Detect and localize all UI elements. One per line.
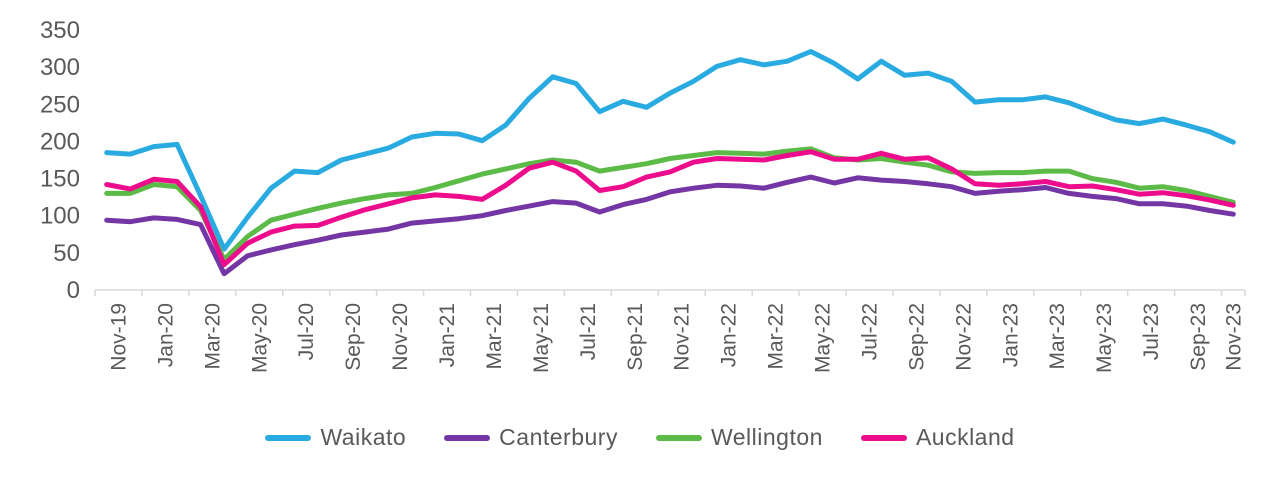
legend-swatch-wellington	[655, 434, 702, 441]
y-axis-tick-label: 0	[67, 277, 80, 304]
x-axis-tick-label: Nov-20	[389, 303, 412, 371]
legend-item-auckland: Auckland	[860, 424, 1015, 451]
x-axis-tick-label: Jan-21	[436, 303, 459, 367]
y-axis-tick-label: 150	[40, 166, 80, 193]
x-axis-tick-label: May-22	[812, 303, 835, 373]
legend-item-wellington: Wellington	[655, 424, 823, 451]
y-axis-tick-label: 250	[40, 91, 80, 118]
x-axis-tick-label: Nov-21	[671, 303, 694, 371]
chart-legend: Waikato Canterbury Wellington Auckland	[0, 424, 1280, 451]
legend-swatch-canterbury	[444, 434, 491, 441]
series-line-auckland	[104, 149, 1236, 268]
legend-item-canterbury: Canterbury	[444, 424, 618, 451]
x-axis-tick-label: Sep-21	[624, 303, 647, 371]
series-line-waikato	[104, 49, 1236, 252]
x-axis-tick-label: Sep-23	[1187, 303, 1210, 371]
x-axis-tick-label: Mar-20	[201, 303, 224, 370]
legend-label: Wellington	[710, 424, 823, 450]
x-axis-tick-label: Mar-23	[1046, 303, 1069, 370]
legend-item-waikato: Waikato	[265, 424, 406, 451]
x-axis-tick-label: Mar-21	[483, 303, 506, 370]
x-axis-tick-label: May-23	[1093, 303, 1116, 373]
x-axis-tick-label: Jul-20	[295, 303, 318, 360]
y-axis-tick-label: 350	[40, 17, 80, 44]
legend-label: Auckland	[915, 424, 1015, 450]
x-axis-tick-label: Sep-22	[905, 303, 928, 371]
series-line-wellington	[104, 146, 1236, 262]
legend-label: Waikato	[320, 424, 407, 450]
y-axis-tick-label: 300	[40, 54, 80, 81]
x-axis-tick-label: May-21	[530, 303, 553, 373]
x-axis-tick-label: Sep-20	[342, 303, 365, 371]
x-axis-tick-label: Jul-23	[1140, 303, 1163, 360]
x-axis-tick-label: Jan-20	[154, 303, 177, 367]
x-axis-tick-label: Nov-23	[1222, 303, 1245, 371]
series-line-canterbury	[104, 174, 1236, 277]
x-axis-tick-label: Jul-22	[858, 303, 881, 360]
x-axis-tick-label: Mar-22	[765, 303, 788, 370]
y-axis-tick-label: 100	[40, 203, 80, 230]
x-axis-tick-label: Nov-19	[107, 303, 130, 371]
x-axis-tick-label: Jan-22	[718, 303, 741, 367]
x-axis-tick-label: May-20	[248, 303, 271, 373]
y-axis-tick-label: 200	[40, 128, 80, 155]
legend-swatch-auckland	[860, 434, 907, 441]
x-axis-tick-label: Jan-23	[999, 303, 1022, 367]
legend-label: Canterbury	[499, 424, 618, 450]
x-axis-tick-label: Jul-21	[577, 303, 600, 360]
y-axis-tick-label: 50	[53, 240, 80, 267]
legend-swatch-waikato	[265, 434, 312, 441]
x-axis-tick-label: Nov-22	[952, 303, 975, 371]
